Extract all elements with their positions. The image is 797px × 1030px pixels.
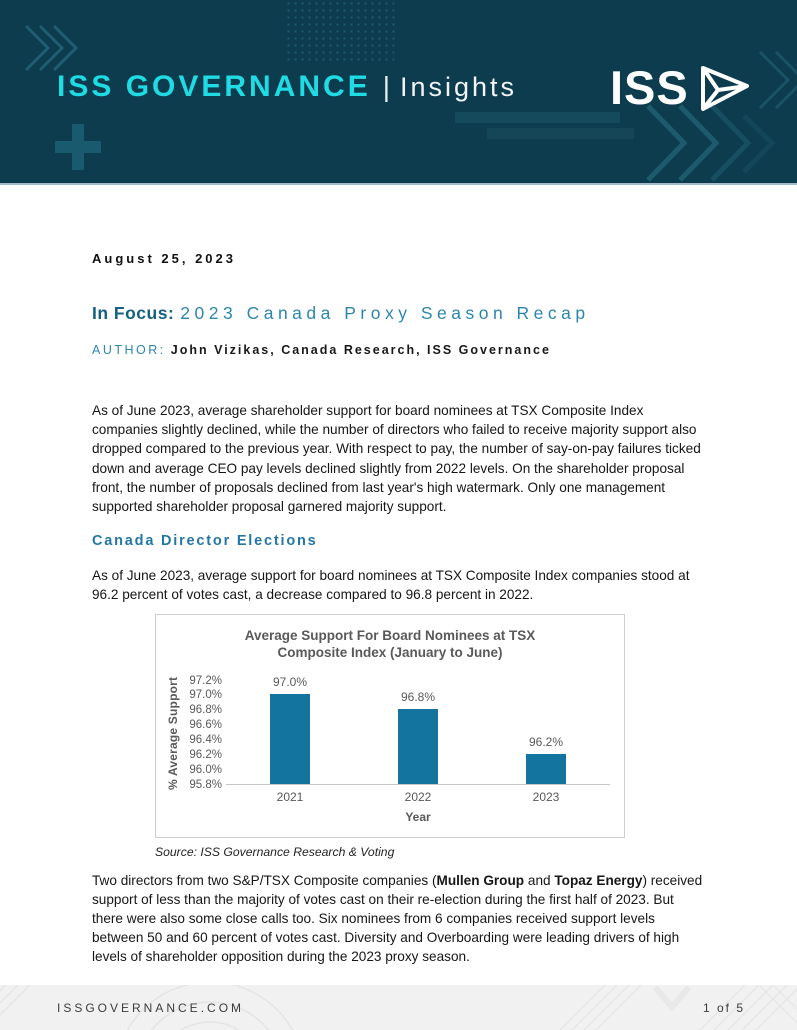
paragraph-text: and: [524, 872, 555, 888]
chart-area: % Average Support 97.2% 97.0% 96.8% 96.6% 96…: [156, 674, 624, 824]
bar-2023: [526, 753, 566, 784]
page-indicator: 1 of 5: [702, 1000, 745, 1015]
edition-name: Insights: [400, 72, 518, 102]
page-footer: ISSGOVERNANCE.COM 1 of 5: [0, 985, 797, 1030]
bar-slot: 96.2%: [482, 681, 610, 784]
chevron-right-icon: [646, 104, 776, 182]
y-tick-label: 96.0%: [189, 763, 222, 776]
chart-plot-wrap: 97.0% 96.8% 96.2% 2021 2022 2023 Year: [226, 674, 610, 824]
chart-title-line: Average Support For Board Nominees at TS…: [244, 627, 536, 643]
header-banner: ISS GOVERNANCE | Insights ISS: [0, 0, 797, 185]
bar-2022: [398, 709, 438, 784]
dot-grid-pattern: [285, 0, 398, 62]
logo-text: ISS: [610, 60, 689, 114]
footer-website: ISSGOVERNANCE.COM: [57, 1000, 245, 1015]
page-title: In Focus: 2023 Canada Proxy Season Recap: [92, 303, 705, 324]
x-tick-label: 2023: [532, 789, 560, 804]
chart-x-axis-ticks: 2021 2022 2023: [226, 790, 610, 804]
chart-title: Average Support For Board Nominees at TS…: [156, 627, 624, 662]
y-tick-label: 96.8%: [189, 704, 222, 717]
paragraph-intro: As of June 2023, average shareholder sup…: [92, 403, 701, 515]
bar-value-label: 96.8%: [400, 690, 436, 705]
logo-triangle-icon: [700, 66, 749, 111]
y-axis-title: % Average Support: [166, 676, 180, 790]
title-prefix: In Focus:: [92, 303, 175, 323]
company-name: Mullen Group: [436, 872, 525, 888]
chart-source-note: Source: ISS Governance Research & Voting: [155, 844, 395, 859]
paragraph-elections: As of June 2023, average support for boa…: [92, 568, 690, 603]
author-line: AUTHOR: John Vizikas, Canada Research, IS…: [92, 343, 705, 357]
bar-value-label: 96.2%: [528, 734, 564, 749]
paragraph-text: Two directors from two S&P/TSX Composite…: [92, 872, 437, 888]
y-tick-label: 95.8%: [189, 778, 222, 791]
decorative-bar: [455, 112, 620, 123]
bar-2021: [270, 694, 310, 784]
company-name: Topaz Energy: [554, 872, 643, 888]
author-label: AUTHOR:: [92, 343, 166, 357]
bar-slot: 97.0%: [226, 675, 354, 784]
footer-content: ISSGOVERNANCE.COM 1 of 5: [0, 985, 797, 1030]
bar-slot: 96.8%: [354, 681, 482, 784]
y-tick-label: 96.6%: [189, 719, 222, 732]
article-body: August 25, 2023 In Focus: 2023 Canada Pro…: [0, 185, 797, 967]
y-tick-label: 96.4%: [189, 734, 222, 747]
chevron-right-icon: [758, 50, 797, 110]
bar-value-label: 97.0%: [272, 675, 308, 690]
chart-y-axis-ticks: 97.2% 97.0% 96.8% 96.6% 96.4% 96.2% 96.0% 95.8%: [180, 674, 226, 792]
brand-name: ISS GOVERNANCE: [57, 70, 371, 103]
y-tick-label: 97.0%: [189, 689, 222, 702]
footer-decoration: [0, 985, 797, 1030]
y-tick-label: 97.2%: [189, 674, 222, 687]
title-main: 2023 Canada Proxy Season Recap: [180, 303, 590, 323]
x-axis-title: Year: [405, 809, 431, 824]
chart-title-line: Composite Index (January to June): [277, 645, 503, 661]
y-tick-label: 96.2%: [189, 748, 222, 761]
chart-plot-area: 97.0% 96.8% 96.2%: [226, 675, 610, 785]
paragraph-directors: Two directors from two S&P/TSX Composite…: [92, 871, 705, 967]
x-tick-label: 2021: [276, 789, 304, 804]
iss-logo: ISS: [610, 60, 753, 114]
brand-separator: |: [382, 71, 390, 102]
section-heading: Canada Director Elections: [92, 533, 318, 550]
banner-title: ISS GOVERNANCE | Insights: [57, 70, 517, 104]
decorative-bar: [487, 128, 634, 139]
x-tick-label: 2022: [404, 789, 432, 804]
plus-icon: [55, 124, 101, 170]
chevron-right-icon: [24, 24, 79, 72]
paragraph-text: ) received support of less than the majo…: [92, 872, 703, 965]
author-name: John Vizikas, Canada Research, ISS Gover…: [170, 343, 551, 357]
publication-date: August 25, 2023: [92, 251, 236, 266]
bar-chart: Average Support For Board Nominees at TS…: [155, 613, 625, 838]
